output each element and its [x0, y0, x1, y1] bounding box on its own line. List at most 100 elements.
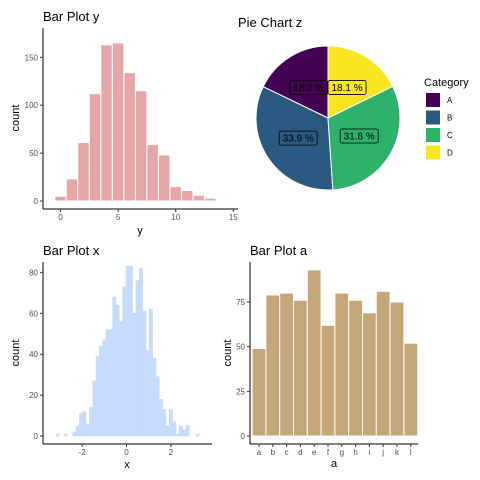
bar-a-title: Bar Plot a [250, 243, 308, 258]
bar-x-bar [129, 266, 133, 437]
bar-x-bar [162, 409, 167, 437]
bar-x-bar [72, 431, 77, 437]
bar-y-y-tick-label: 50 [29, 149, 38, 158]
bar-y-x-tick-label: 5 [116, 213, 121, 222]
bar-x-x-tick-label: 2 [169, 448, 174, 457]
pie-label-box [327, 80, 367, 95]
bar-x-bar [185, 425, 190, 437]
bar-a-y-tick-label: 50 [236, 343, 245, 352]
bar-a-x-tick-label: i [369, 448, 371, 457]
pie-title: Pie Chart z [238, 15, 302, 30]
pie-legend-label-b: B [447, 114, 452, 123]
bar-x-bar [122, 286, 127, 437]
bar-y-x-tick-label: 0 [58, 213, 63, 222]
bar-y-bar [134, 90, 148, 202]
bar-a-bar-b [265, 294, 281, 437]
bar-y-bar [180, 189, 194, 202]
bar-a-x-tick-label: f [327, 448, 330, 457]
bar-a-x-axis-title: a [331, 458, 338, 470]
bar-y-bar [192, 194, 206, 202]
bar-a-bar-i [362, 312, 377, 437]
pie-legend-label-c: C [447, 131, 453, 140]
bar-x-bar [95, 355, 100, 437]
bar-x-x-tick-label: -2 [79, 448, 87, 457]
pie-legend-label-d: D [447, 149, 453, 158]
bar-x-bar [125, 266, 130, 437]
bar-a-bar-a [251, 347, 267, 437]
bar-x-bar [175, 433, 180, 437]
bar-x-bar [168, 409, 173, 437]
pie-legend-key-d [426, 145, 440, 160]
bar-y-bar [88, 93, 102, 202]
bar-y-bar [215, 199, 229, 202]
bar-x-bar [142, 311, 147, 437]
pie-label-box [339, 128, 379, 144]
bar-a-x-tick-label: j [381, 448, 384, 457]
bar-x-y-tick-label: 60 [29, 309, 38, 318]
pie-label: 31.8 % [344, 132, 375, 143]
bar-x-bar [145, 349, 150, 437]
bar-y-y-axis-title: count [10, 105, 22, 132]
bar-a-bar-f [320, 324, 336, 437]
bar-a-x-tick-label: k [395, 448, 400, 457]
bar-x-bar [178, 425, 183, 437]
pie-label: 18.2 % [293, 83, 324, 94]
bar-a-bar-j [375, 290, 391, 437]
bar-y-bar [123, 72, 136, 202]
bar-x-bar [115, 304, 120, 437]
bar-a-bar-k [389, 301, 405, 437]
bar-y-x-axis-title: y [137, 225, 143, 237]
bar-x-y-tick-label: 0 [34, 432, 39, 441]
bar-y-bar [54, 195, 67, 202]
bar-x-x-tick-label: 0 [124, 448, 129, 457]
bar-x-bar [89, 407, 93, 437]
bar-a-y-tick-label: 0 [241, 432, 246, 441]
bar-x-bar [182, 429, 187, 437]
bar-a-y-axis-title: count [222, 340, 234, 367]
bar-x-x-axis-title: x [124, 459, 130, 471]
bar-x-bar [99, 345, 103, 437]
bar-x-bar [135, 280, 140, 437]
bar-a-x-tick-label: c [285, 448, 289, 457]
bar-a-x-tick-label: g [340, 448, 344, 457]
pie-label: 33.9 % [283, 134, 314, 145]
bar-a-bar-e [306, 269, 322, 437]
bar-y-x-tick-label: 10 [171, 213, 180, 222]
bar-x-bar [172, 421, 177, 437]
bar-y-y-tick-label: 150 [25, 53, 39, 62]
bar-a-bar-d [293, 299, 308, 437]
bar-x-y-tick-label: 20 [29, 391, 38, 400]
pie-legend-key-b [426, 110, 440, 125]
bar-x-bar [102, 339, 107, 437]
bar-a-bar-l [403, 342, 419, 437]
bar-y-bar [100, 44, 113, 202]
bar-x-bar [132, 313, 137, 437]
bar-x-bar [195, 433, 200, 437]
pie-legend-key-c [426, 128, 440, 142]
pie-legend-key-a [426, 93, 440, 107]
bar-x-bar [158, 398, 163, 437]
bar-x-bar [85, 423, 90, 437]
bar-y-bar [169, 186, 182, 202]
bar-y-title: Bar Plot y [43, 9, 100, 24]
bar-a-x-tick-label: e [312, 448, 317, 457]
bar-x-y-axis-title: count [10, 340, 22, 367]
bar-y-x-tick-label: 15 [229, 213, 238, 222]
bar-y-y-tick-label: 0 [34, 197, 39, 206]
bar-x-bar [75, 425, 80, 437]
bar-a-y-tick-label: 25 [236, 387, 245, 396]
bar-a-x-tick-label: l [410, 448, 412, 457]
bar-x-y-tick-label: 40 [29, 350, 38, 359]
bar-a-x-tick-label: b [271, 448, 276, 457]
bar-x-bar [112, 296, 117, 437]
bar-x-bar [165, 425, 170, 437]
bar-y-bar [157, 154, 171, 202]
bar-x-bar [152, 358, 157, 437]
bar-x-bar [119, 321, 123, 437]
bar-x-bar [55, 433, 60, 437]
bar-y-bar [77, 142, 90, 202]
bar-x-bar [79, 413, 83, 437]
bar-a-bar-h [348, 299, 364, 437]
bar-x-bar [63, 433, 68, 437]
